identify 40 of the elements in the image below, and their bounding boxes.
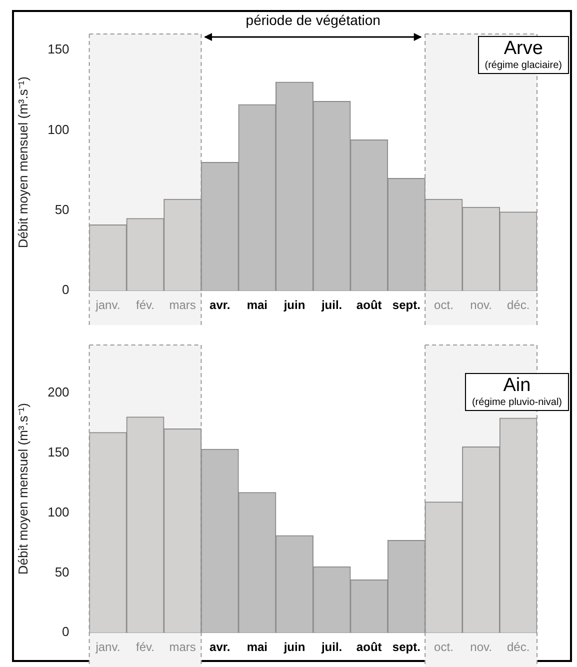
y-tick-label: 50 [54, 564, 70, 580]
y-tick-label: 200 [48, 384, 70, 400]
y-tick-label: 100 [48, 504, 70, 520]
y-tick-label: 0 [62, 282, 70, 298]
x-tick-label: janv. [94, 640, 120, 654]
y-tick-label: 50 [54, 202, 70, 217]
x-tick-label: juin [282, 298, 306, 312]
x-tick-label: fév. [136, 298, 154, 312]
text: (régime glaciaire) [484, 60, 562, 71]
y-tick-label: 100 [48, 122, 70, 137]
x-tick-label: mars [169, 640, 196, 654]
x-tick-label: avr. [210, 298, 230, 312]
y-tick-label: 150 [48, 42, 70, 57]
x-tick-label: juil. [320, 298, 342, 312]
x-tick-label: sept. [392, 298, 420, 312]
y-tick-label: 150 [48, 444, 70, 460]
x-tick-label: oct. [434, 298, 454, 312]
x-tick-label: mars [169, 298, 196, 312]
x-tick-label: nov. [470, 640, 492, 654]
x-tick-label: mai [246, 298, 268, 312]
y-axis-title: Débit moyen mensuel (m³.s⁻¹) [15, 76, 30, 248]
x-tick-label: mai [246, 640, 268, 654]
x-tick-label: juin [282, 640, 306, 654]
text: (régime pluvio-nival) [472, 396, 562, 408]
text: Ain [502, 375, 532, 397]
x-tick-label: déc. [507, 640, 530, 654]
chart-title: Arve [502, 38, 544, 60]
x-tick-label: juil. [320, 640, 342, 654]
x-tick-label: janv. [94, 298, 120, 312]
x-tick-label: avr. [210, 640, 230, 654]
y-tick-label: 0 [62, 624, 70, 640]
text: période de végétation [246, 12, 380, 28]
x-tick-label: août [356, 298, 382, 312]
x-tick-label: oct. [434, 640, 454, 654]
y-axis-title: Débit moyen mensuel (m³.s⁻¹) [15, 402, 30, 575]
x-tick-label: déc. [507, 298, 530, 312]
x-tick-label: août [356, 640, 382, 654]
x-tick-label: fév. [136, 640, 154, 654]
x-tick-label: nov. [470, 298, 492, 312]
x-tick-label: sept. [392, 640, 420, 654]
